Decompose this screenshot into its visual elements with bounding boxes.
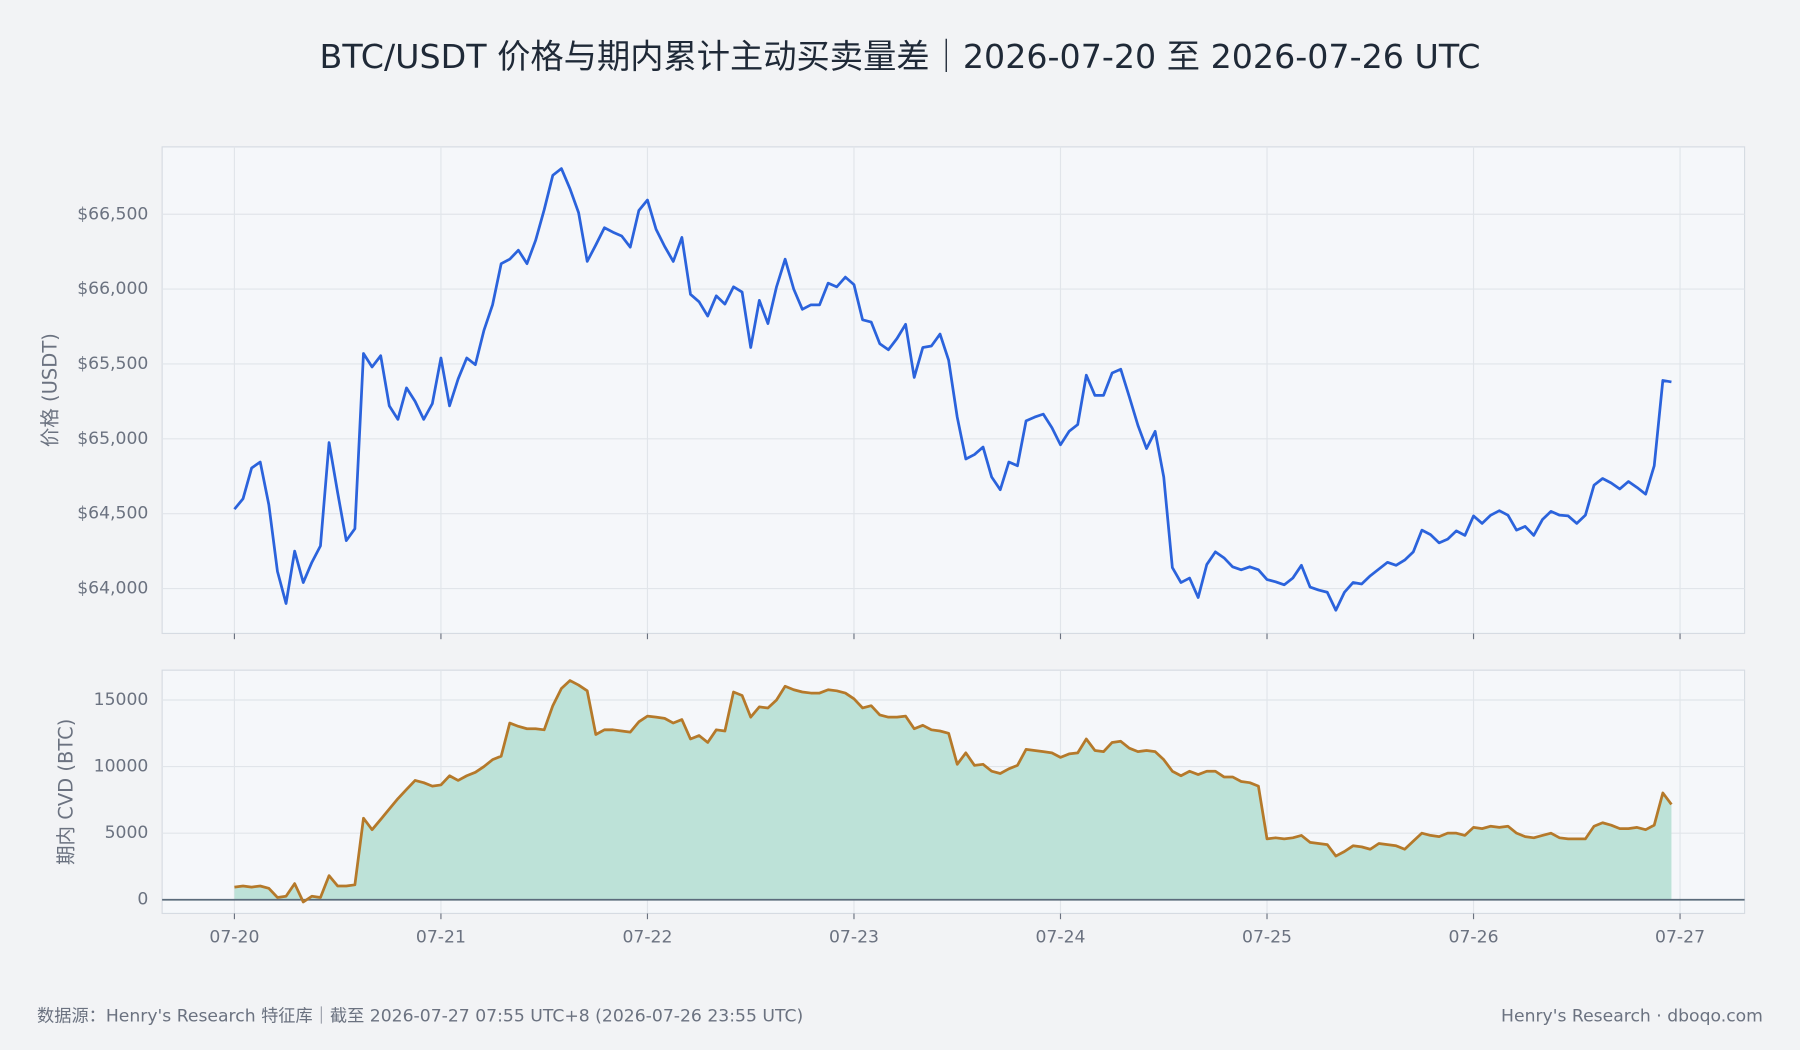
- y-tick-label: 10000: [94, 757, 149, 777]
- y-axis-label: 价格 (USDT): [38, 333, 61, 447]
- x-tick-label: 07-25: [1242, 928, 1292, 948]
- y-tick-label: $66,000: [77, 279, 148, 299]
- area-fill: [234, 680, 1672, 902]
- y-tick-label: $65,500: [77, 354, 148, 374]
- x-tick-label: 07-26: [1449, 928, 1499, 948]
- y-tick-label: 5000: [105, 823, 149, 843]
- cvd-line: [234, 679, 1673, 904]
- x-tick-label: 07-20: [209, 928, 259, 948]
- y-axis-label: 期内 CVD (BTC): [54, 719, 77, 865]
- x-tick-label: 07-27: [1655, 928, 1705, 948]
- y-tick-label: $64,500: [77, 504, 148, 524]
- x-tick-label: 07-24: [1035, 928, 1085, 948]
- y-tick-label: 15000: [94, 690, 149, 710]
- y-tick-label: $64,000: [77, 579, 148, 599]
- x-tick-label: 07-21: [416, 928, 466, 948]
- y-tick-label: $65,000: [77, 429, 148, 449]
- y-tick-label: 0: [137, 890, 148, 910]
- x-tick-label: 07-23: [829, 928, 879, 948]
- footer-source: 数据源：Henry's Research 特征库｜截至 2026-07-27 0…: [37, 1006, 803, 1027]
- price-line: [233, 167, 1672, 612]
- y-tick-label: $66,500: [77, 204, 148, 224]
- x-tick-label: 07-22: [622, 928, 672, 948]
- footer-brand: Henry's Research · dboqo.com: [1501, 1007, 1763, 1027]
- chart-title: BTC/USDT 价格与期内累计主动买卖量差｜2026-07-20 至 2026…: [320, 37, 1481, 76]
